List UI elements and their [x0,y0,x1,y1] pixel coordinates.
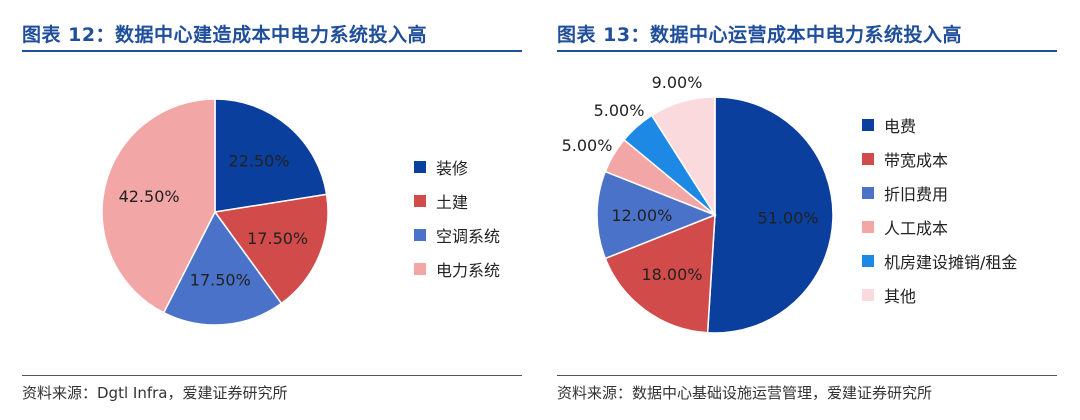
figure-title: 图表 13：数据中心运营成本中电力系统投入高 [557,24,963,46]
slice-value-label: 12.00% [611,206,672,225]
legend-swatch [414,229,426,241]
pie-slice [596,170,718,260]
pie-slice [706,96,834,334]
legend-label: 机房建设摊销/租金 [884,253,1018,272]
legend-label: 其他 [884,287,917,306]
pie-slice [214,98,328,213]
figure-source: 资料来源：数据中心基础设施运营管理，爱建证券研究所 [557,384,933,402]
legend-item: 带宽成本 [862,142,1017,176]
legend-item: 装修 [414,150,500,184]
legend-label: 装修 [436,159,469,178]
legend-swatch [862,255,874,267]
legend-item: 电费 [862,108,1017,142]
slice-value-label: 51.00% [758,208,819,227]
legend-label: 电力系统 [436,261,501,280]
legend-label: 人工成本 [884,219,949,238]
pie-slice [650,96,716,218]
legend-item: 空调系统 [414,218,500,252]
legend-item: 机房建设摊销/租金 [862,244,1017,278]
pie-slice [162,210,283,326]
slice-value-label: 18.00% [641,265,702,284]
legend-item: 人工成本 [862,210,1017,244]
legend-swatch [862,187,874,199]
slice-value-label: 9.00% [652,73,703,92]
pie-slice [604,213,716,334]
legend-swatch [862,289,874,301]
legend-item: 其他 [862,278,1017,312]
legend-swatch [862,221,874,233]
title-rule [557,50,1057,52]
pie-slice [213,193,329,305]
legend-label: 折旧费用 [884,185,949,204]
legend-label: 土建 [436,193,469,212]
legend-swatch [414,263,426,275]
legend-label: 电费 [884,117,917,136]
slice-value-label: 17.50% [190,271,251,290]
chart-panel-right: 图表 13：数据中心运营成本中电力系统投入高 51.00% 18.00% 12.00… [557,0,1077,420]
slice-value-label: 17.50% [247,229,308,248]
legend-item: 折旧费用 [862,176,1017,210]
pie-slice [101,98,216,314]
chart-legend: 电费带宽成本折旧费用人工成本机房建设摊销/租金 其他 [862,108,1017,312]
figure-source: 资料来源：Dgtl Infra，爱建证券研究所 [22,384,288,402]
source-rule [557,375,1057,376]
legend-item: 电力系统 [414,252,500,286]
slice-value-label: 5.00% [594,101,645,120]
source-rule [22,375,522,376]
chart-panel-left: 图表 12：数据中心建造成本中电力系统投入高 22.50% 17.50% 17.50… [22,0,542,420]
legend-label: 带宽成本 [884,151,949,170]
pie-chart: 51.00% 18.00% 12.00% 5.00% 5.00% 9.00% [562,73,834,334]
legend-swatch [862,119,874,131]
legend-label: 空调系统 [436,227,501,246]
legend-swatch [862,153,874,165]
title-rule [22,50,522,52]
slice-value-label: 42.50% [119,187,180,206]
legend-swatch [414,195,426,207]
legend-item: 土建 [414,184,500,218]
figure-title: 图表 12：数据中心建造成本中电力系统投入高 [22,24,428,46]
slice-value-label: 22.50% [229,151,290,170]
legend-swatch [414,161,426,173]
slice-value-label: 5.00% [562,136,613,155]
chart-legend: 装修土建空调系统电力系统 [414,150,500,286]
pie-chart: 22.50% 17.50% 17.50% 42.50% [101,98,329,326]
